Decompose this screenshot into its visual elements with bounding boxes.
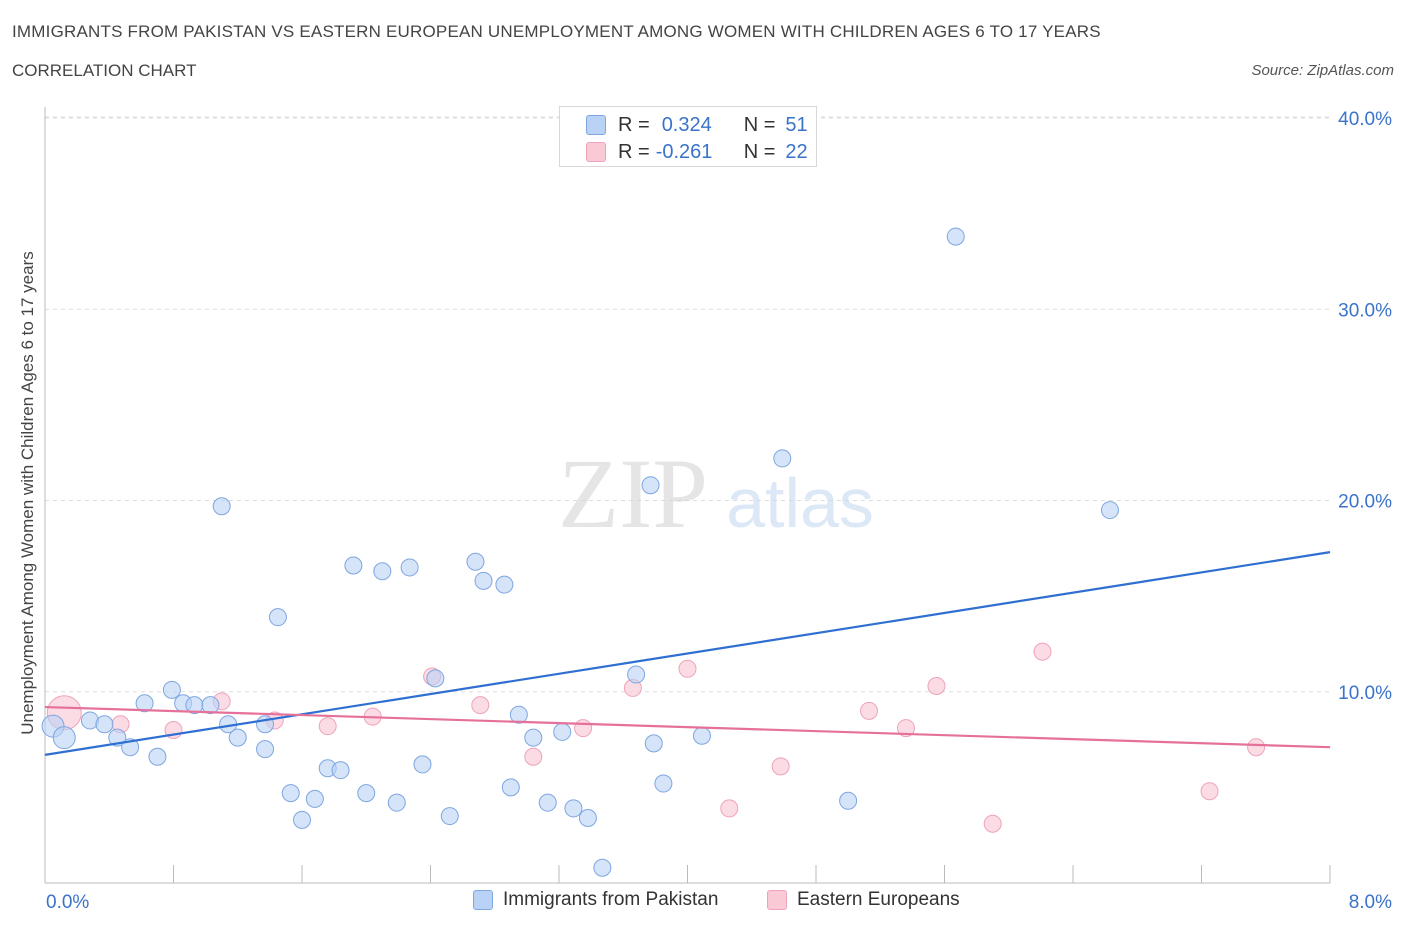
gridlines: [45, 116, 1330, 693]
data-point: [896, 719, 915, 738]
data-point: [331, 761, 350, 780]
data-point: [162, 680, 181, 699]
data-point: [400, 558, 419, 577]
data-point: [268, 608, 287, 627]
data-point: [839, 791, 858, 810]
series-immigrants-from-pakistan: [41, 227, 1119, 877]
stats-row-pakistan: R = 0.324 N = 51: [586, 113, 808, 137]
data-point: [440, 807, 459, 826]
axes: [44, 107, 1331, 884]
watermark-zip: ZIP: [558, 438, 708, 549]
data-point: [654, 774, 673, 793]
r-value: 0.324: [661, 113, 712, 136]
data-point: [593, 858, 612, 877]
data-point: [426, 669, 445, 688]
trend-line-eastern-europeans: [44, 705, 1331, 749]
r-label: R =: [618, 113, 650, 136]
tick-labels: 10.0% 20.0% 30.0% 40.0% 0.0% 8.0%: [46, 109, 1392, 913]
data-point: [293, 810, 311, 829]
legend-swatch-blue: [473, 890, 493, 910]
data-point: [678, 659, 697, 678]
legend-label: Immigrants from Pakistan: [503, 889, 719, 910]
data-point: [52, 726, 76, 750]
x-tick-label: 8.0%: [1349, 892, 1392, 913]
data-point: [946, 227, 965, 246]
data-point: [574, 719, 593, 738]
r-value: -0.261: [655, 140, 713, 163]
data-point: [578, 808, 597, 827]
trend-line-pakistan: [44, 551, 1331, 756]
data-point: [471, 696, 490, 715]
n-label: N =: [743, 113, 776, 136]
watermark: ZIP atlas: [558, 438, 874, 549]
n-label: N =: [743, 140, 776, 163]
data-point: [357, 784, 376, 803]
data-point: [538, 793, 557, 812]
y-axis-label: Unemployment Among Women with Children A…: [18, 251, 37, 735]
series-legend: Immigrants from Pakistan Eastern Europea…: [0, 889, 1406, 915]
x-tick-label: 0.0%: [46, 892, 89, 913]
y-tick-label: 30.0%: [1338, 300, 1392, 321]
stats-row-eastern-europeans: R = -0.261 N = 22: [586, 140, 808, 164]
watermark-atlas: atlas: [726, 464, 874, 542]
data-point: [692, 726, 711, 745]
chart-title: IMMIGRANTS FROM PAKISTAN VS EASTERN EURO…: [12, 22, 1101, 41]
data-point: [771, 757, 790, 776]
data-point: [983, 814, 1002, 833]
data-point: [641, 476, 660, 495]
data-point: [387, 793, 406, 812]
data-point: [1200, 782, 1219, 801]
data-point: [501, 778, 520, 797]
data-point: [644, 734, 663, 753]
data-point: [148, 747, 167, 766]
data-point: [373, 562, 392, 581]
data-point: [860, 701, 879, 720]
data-point: [720, 799, 739, 818]
n-value: 22: [785, 140, 808, 163]
data-point: [773, 449, 792, 468]
data-point: [927, 677, 946, 696]
data-point: [318, 717, 337, 736]
legend-swatch-pink: [586, 142, 606, 162]
data-point: [564, 799, 583, 818]
data-point: [524, 728, 543, 747]
legend-label: Eastern Europeans: [797, 889, 960, 910]
source-credit: Source: ZipAtlas.com: [1251, 62, 1394, 79]
data-point: [1247, 738, 1266, 757]
data-point: [281, 784, 300, 803]
y-tick-label: 10.0%: [1338, 683, 1392, 704]
data-point: [1033, 642, 1052, 661]
legend-item-pakistan[interactable]: Immigrants from Pakistan: [473, 889, 718, 911]
stats-legend: R = 0.324 N = 51 R = -0.261 N = 22: [559, 106, 817, 167]
data-point: [466, 552, 485, 571]
data-point: [1100, 501, 1119, 520]
data-point: [524, 747, 543, 766]
r-label: R =: [618, 140, 650, 163]
data-point: [495, 575, 514, 594]
legend-item-eastern-europeans[interactable]: Eastern Europeans: [767, 889, 960, 911]
data-point: [135, 694, 154, 713]
data-point: [344, 556, 363, 575]
n-value: 51: [785, 113, 808, 136]
chart-subtitle: CORRELATION CHART: [12, 61, 197, 80]
data-point: [553, 722, 572, 741]
data-point: [228, 728, 247, 747]
data-point: [95, 715, 114, 734]
trend-lines: [44, 551, 1331, 756]
legend-swatch-blue: [586, 115, 606, 135]
data-point: [201, 696, 220, 715]
data-point: [305, 789, 324, 808]
data-point: [212, 497, 231, 516]
data-point: [256, 740, 275, 759]
data-point: [474, 571, 493, 590]
legend-swatch-pink: [767, 890, 787, 910]
data-point: [627, 665, 646, 684]
data-point: [413, 755, 432, 774]
y-tick-label: 40.0%: [1338, 109, 1392, 130]
data-point: [509, 705, 528, 724]
y-tick-label: 20.0%: [1338, 492, 1392, 513]
